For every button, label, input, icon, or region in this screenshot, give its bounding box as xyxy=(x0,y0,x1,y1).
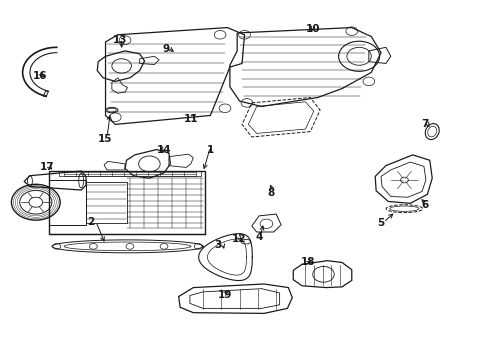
Text: 4: 4 xyxy=(255,232,262,242)
Text: 8: 8 xyxy=(267,188,274,198)
Text: 5: 5 xyxy=(377,218,384,228)
Text: 1: 1 xyxy=(206,144,214,154)
Text: 17: 17 xyxy=(40,162,54,172)
Text: 15: 15 xyxy=(98,134,113,144)
Text: 11: 11 xyxy=(183,114,198,124)
Text: 19: 19 xyxy=(217,290,232,300)
Text: 10: 10 xyxy=(305,24,319,35)
Text: 2: 2 xyxy=(87,217,94,227)
Text: 7: 7 xyxy=(420,120,427,129)
Text: 12: 12 xyxy=(231,234,245,244)
Text: 13: 13 xyxy=(113,35,127,45)
Text: 6: 6 xyxy=(421,200,427,210)
Text: 18: 18 xyxy=(300,257,314,267)
Text: 3: 3 xyxy=(214,239,221,249)
Text: 9: 9 xyxy=(163,44,170,54)
Text: 16: 16 xyxy=(32,71,47,81)
Text: 14: 14 xyxy=(157,144,171,154)
